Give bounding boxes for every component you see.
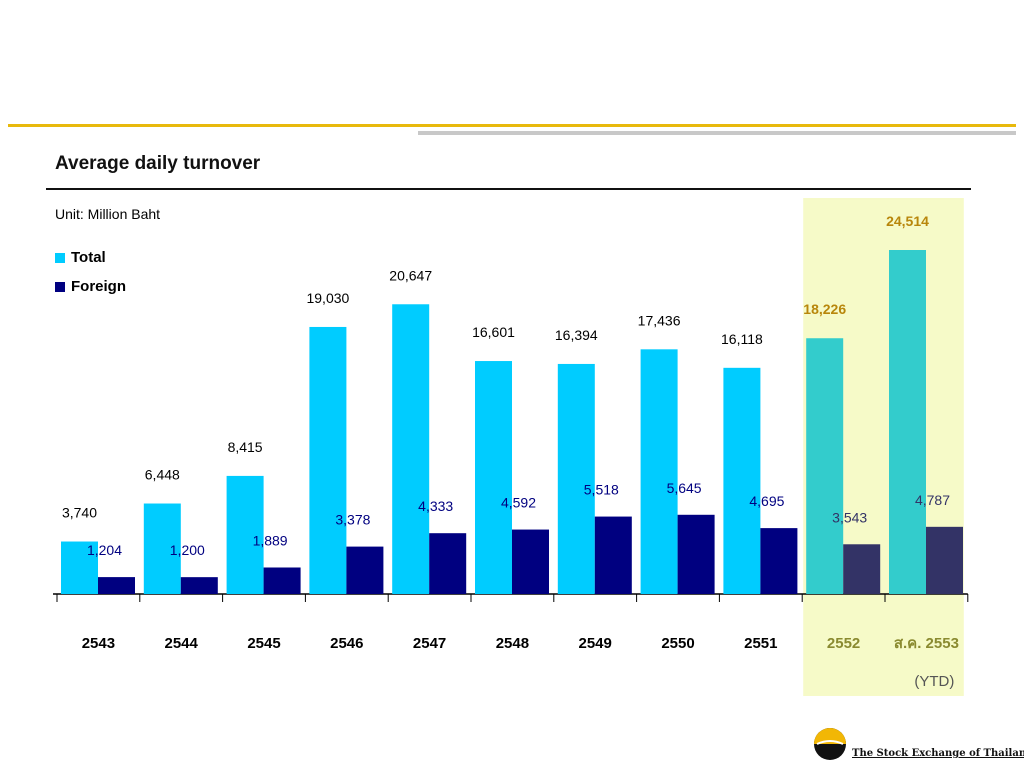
- legend-label-total: Total: [71, 249, 106, 266]
- data-label-foreign: 1,204: [87, 542, 122, 558]
- bar-total: [61, 541, 98, 594]
- bar-total: [309, 326, 347, 594]
- legend-swatch-total: [55, 252, 65, 263]
- data-label-foreign: 3,543: [832, 509, 867, 525]
- bar-total: [806, 338, 844, 594]
- bar-total: [723, 367, 761, 594]
- data-label-total: 16,601: [472, 324, 515, 340]
- x-tick-label: 2551: [744, 635, 777, 652]
- legend-label-foreign: Foreign: [71, 278, 126, 295]
- x-tick-label: 2549: [579, 635, 612, 652]
- data-label-total: 24,514: [886, 213, 929, 229]
- bar-foreign: [346, 546, 384, 594]
- bar-total: [226, 475, 264, 594]
- x-tick-label: 2544: [165, 635, 199, 652]
- bar-total: [392, 304, 430, 594]
- data-label-foreign: 5,645: [667, 480, 702, 496]
- data-label-total: 19,030: [306, 290, 349, 306]
- bar-total: [557, 363, 595, 594]
- bar-foreign: [594, 516, 632, 594]
- x-tick-label: 2546: [330, 635, 363, 652]
- data-label-foreign: 1,889: [253, 532, 288, 548]
- data-label-total: 16,118: [721, 331, 763, 347]
- unit-label: Unit: Million Baht: [55, 206, 161, 222]
- data-label-total: 16,394: [555, 327, 598, 343]
- bar-total: [143, 503, 181, 594]
- data-label-foreign: 4,592: [501, 495, 536, 511]
- bar-foreign: [760, 528, 798, 594]
- x-tick-label: 2543: [82, 635, 115, 652]
- header-rule-gold: [8, 124, 1016, 127]
- x-tick-label: 2548: [496, 635, 529, 652]
- data-label-total: 17,436: [638, 312, 681, 328]
- x-tick-label: ส.ค. 2553: [894, 635, 959, 652]
- data-label-total: 20,647: [389, 267, 432, 283]
- data-label-foreign: 5,518: [584, 482, 619, 498]
- logo-name-en: The Stock Exchange of Thailand: [852, 748, 1024, 759]
- bar-foreign: [512, 529, 549, 594]
- data-label-foreign: 4,787: [915, 492, 950, 508]
- bar-foreign: [263, 567, 301, 594]
- legend: Total Foreign: [55, 243, 126, 301]
- x-tick-label: 2552: [827, 635, 860, 652]
- legend-item-total: Total: [55, 243, 126, 272]
- data-label-total: 3,740: [62, 505, 97, 521]
- ytd-note: (YTD): [914, 673, 954, 690]
- header-rule-gray: [418, 131, 1016, 135]
- bar-total: [640, 349, 678, 594]
- bar-foreign: [843, 544, 881, 594]
- data-label-foreign: 3,378: [335, 512, 370, 528]
- bar-foreign: [429, 533, 467, 594]
- bar-foreign: [98, 577, 135, 594]
- bar-total: [475, 361, 512, 594]
- x-tick-label: 2550: [661, 635, 694, 652]
- bar-foreign: [926, 526, 963, 594]
- bar-total: [889, 250, 926, 594]
- data-label-foreign: 4,695: [749, 493, 784, 509]
- data-label-total: 8,415: [228, 439, 263, 455]
- set-logo: The Stock Exchange of Thailand: [812, 726, 1024, 764]
- chart-title-rule: [46, 188, 971, 190]
- bar-foreign: [677, 514, 715, 594]
- data-label-foreign: 1,200: [170, 542, 205, 558]
- data-label-total: 18,226: [803, 301, 846, 317]
- set-logo-icon: [814, 728, 846, 760]
- x-tick-label: 2547: [413, 635, 446, 652]
- data-label-total: 6,448: [145, 467, 180, 483]
- x-tick-label: 2545: [247, 635, 280, 652]
- legend-item-foreign: Foreign: [55, 272, 126, 301]
- data-label-foreign: 4,333: [418, 498, 453, 514]
- chart-title: Average daily turnover: [55, 153, 261, 174]
- legend-swatch-foreign: [55, 281, 65, 292]
- bar-foreign: [180, 577, 218, 594]
